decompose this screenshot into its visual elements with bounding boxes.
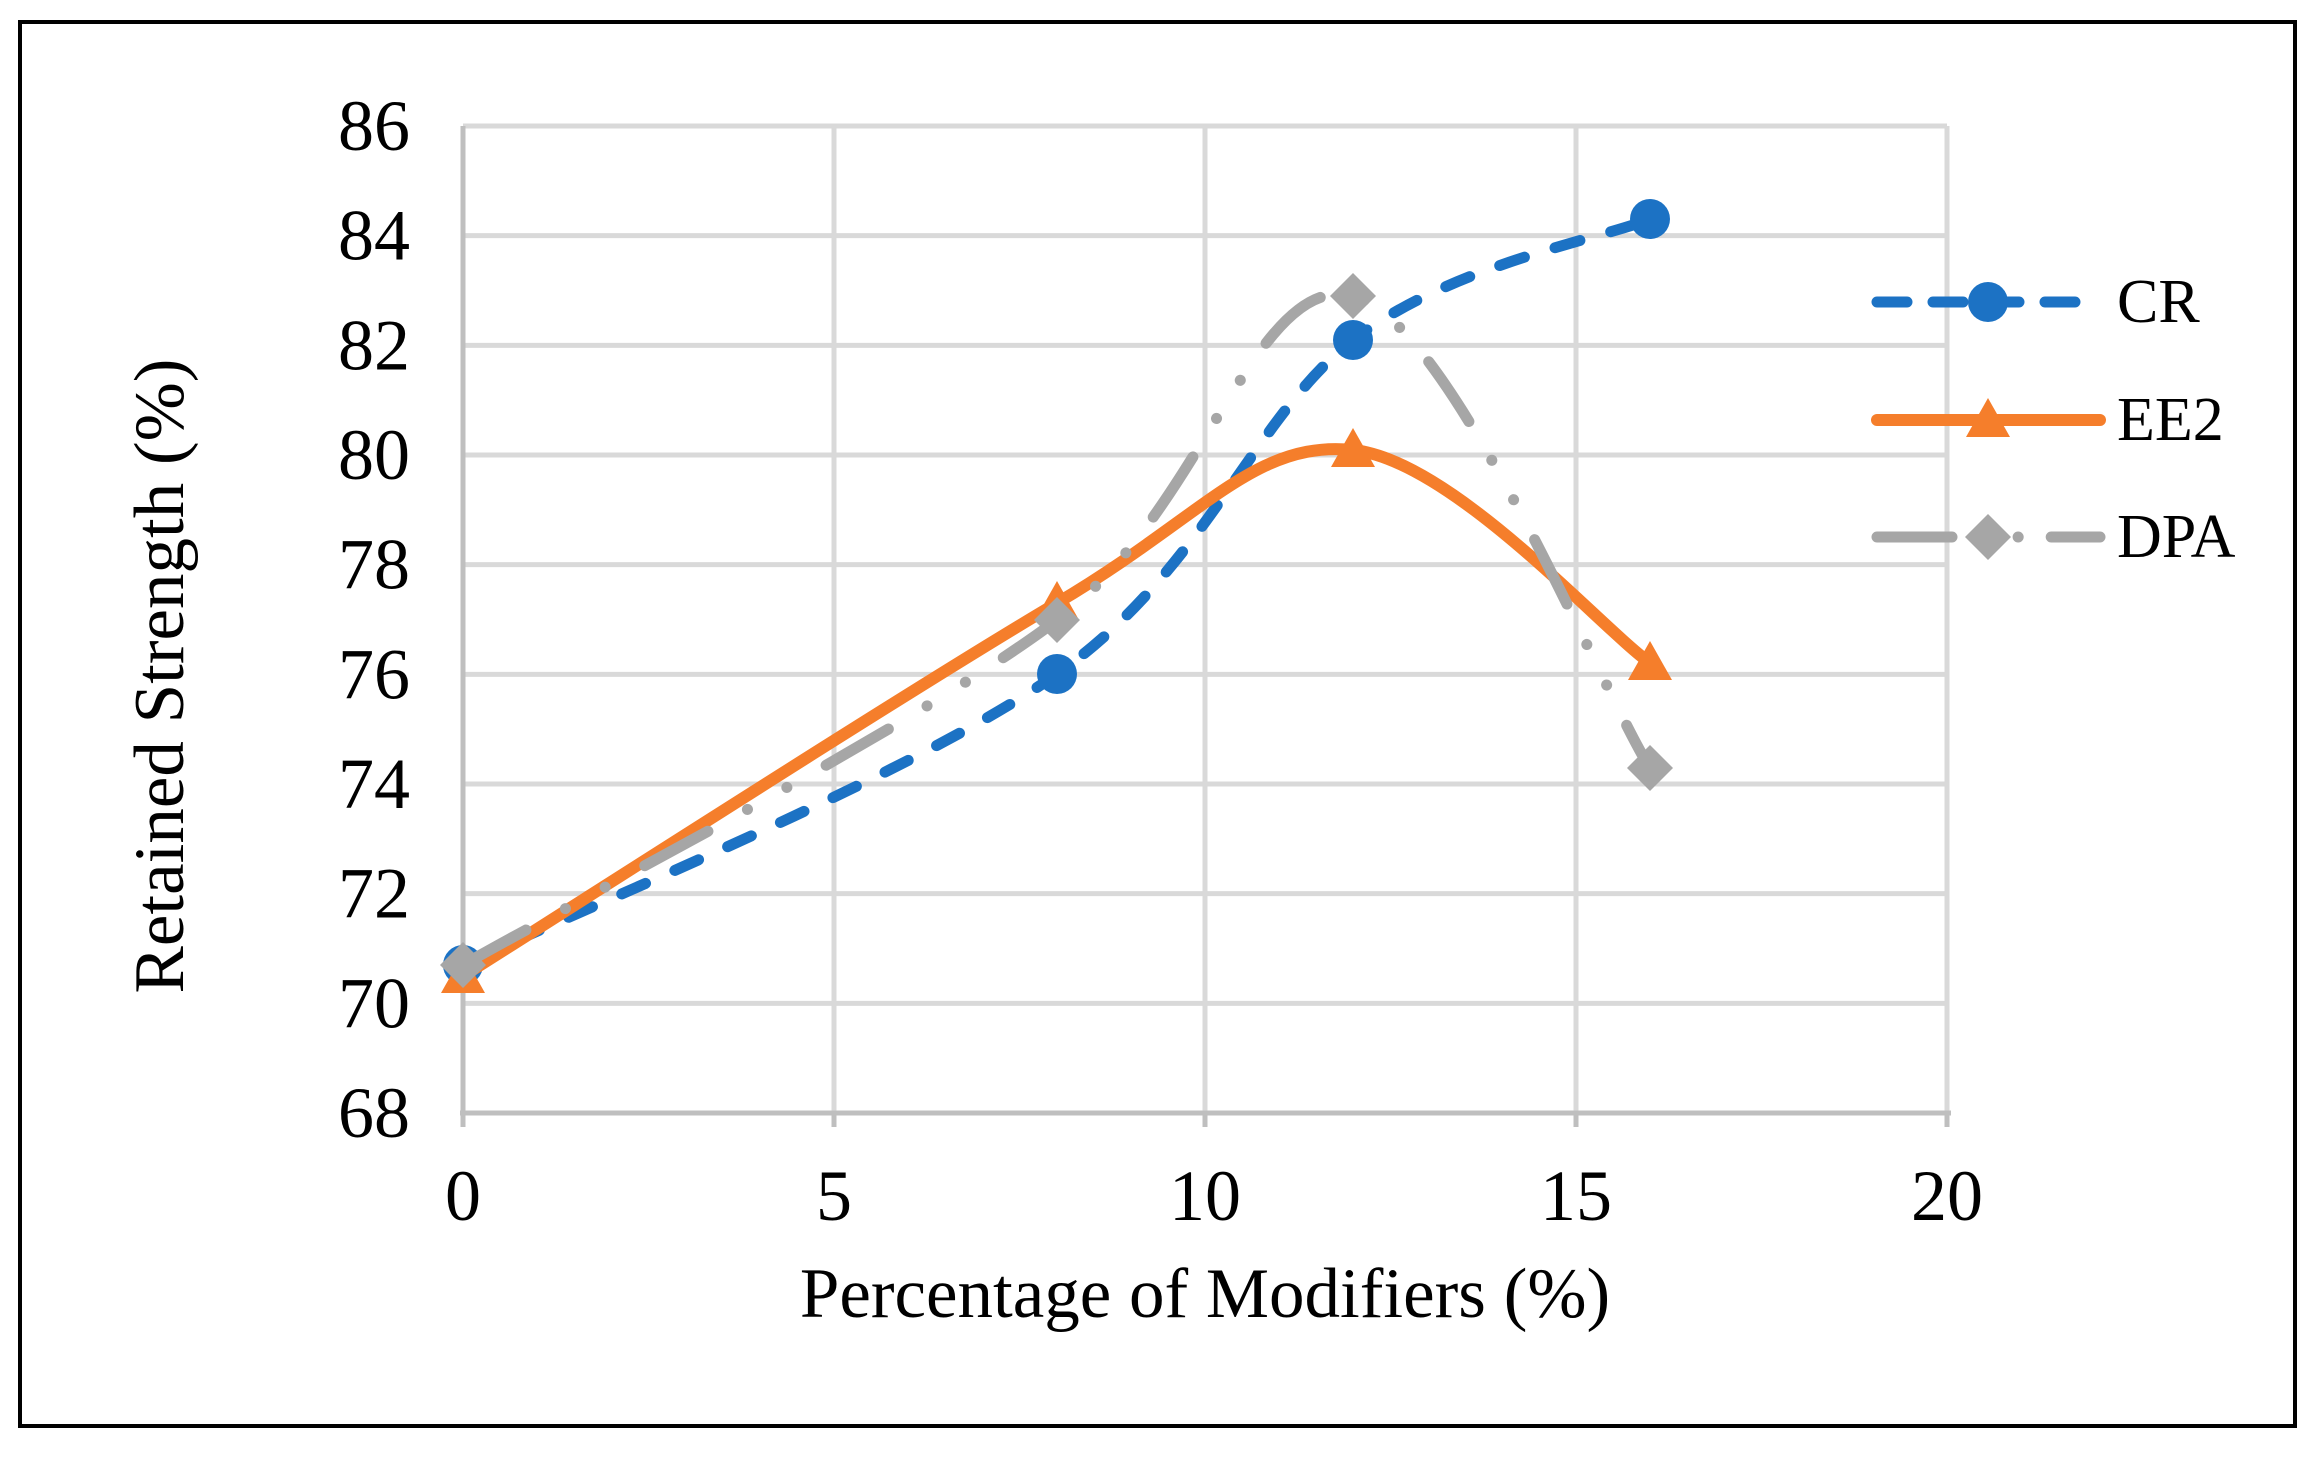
legend-marker-DPA	[1965, 514, 2011, 560]
legend-label-EE2: EE2	[2117, 386, 2224, 454]
series-marker-DPA	[440, 942, 486, 988]
legend-label-CR: CR	[2117, 268, 2200, 336]
series-marker-EE2	[1628, 641, 1672, 680]
legend-item-CR: CR	[1871, 268, 2200, 336]
y-axis-title: Retained Strength (%)	[121, 359, 199, 994]
series-line-CR	[457, 213, 1656, 971]
legend-item-EE2: EE2	[1871, 386, 2224, 454]
figure-border	[18, 20, 2297, 1428]
y-tick-label: 84	[338, 196, 410, 276]
y-tick-label: 68	[338, 1073, 410, 1153]
x-tick-label: 0	[445, 1156, 481, 1236]
series-marker-CR	[1333, 320, 1373, 360]
y-tick-label: 70	[338, 963, 410, 1043]
legend-item-DPA: DPA	[1871, 503, 2236, 571]
series-line-EE2	[457, 443, 1656, 982]
legend: CR EE2 DPA	[1871, 268, 2236, 571]
series-marker-DPA	[1034, 597, 1080, 643]
series-marker-DPA	[1330, 273, 1376, 319]
series-marker-EE2	[1331, 428, 1375, 467]
y-tick-label: 74	[338, 744, 410, 824]
y-tick-label: 80	[338, 415, 410, 495]
y-tick-label: 72	[338, 854, 410, 934]
y-tick-label: 82	[338, 305, 410, 385]
x-tick-label: 10	[1169, 1156, 1241, 1236]
x-tick-label: 5	[816, 1156, 852, 1236]
x-tick-label: 15	[1540, 1156, 1612, 1236]
legend-marker-CR	[1968, 282, 2008, 322]
x-tick-label: 20	[1911, 1156, 1983, 1236]
y-tick-label: 86	[338, 86, 410, 166]
y-tick-label: 78	[338, 525, 410, 605]
series-marker-CR	[1630, 199, 1670, 239]
legend-marker-EE2	[1966, 398, 2010, 437]
grid-layer	[463, 123, 1950, 1113]
y-tick-label: 76	[338, 634, 410, 714]
x-axis-title: Percentage of Modifiers (%)	[800, 1255, 1610, 1333]
series-marker-CR	[1037, 654, 1077, 694]
tick-label-layer: 0 5 10 15 20 68 70 72 74 76 78 80 82 84 86	[338, 86, 1983, 1236]
series-layer	[440, 199, 1673, 993]
series-marker-DPA	[1627, 745, 1673, 791]
legend-label-DPA: DPA	[2117, 503, 2236, 571]
